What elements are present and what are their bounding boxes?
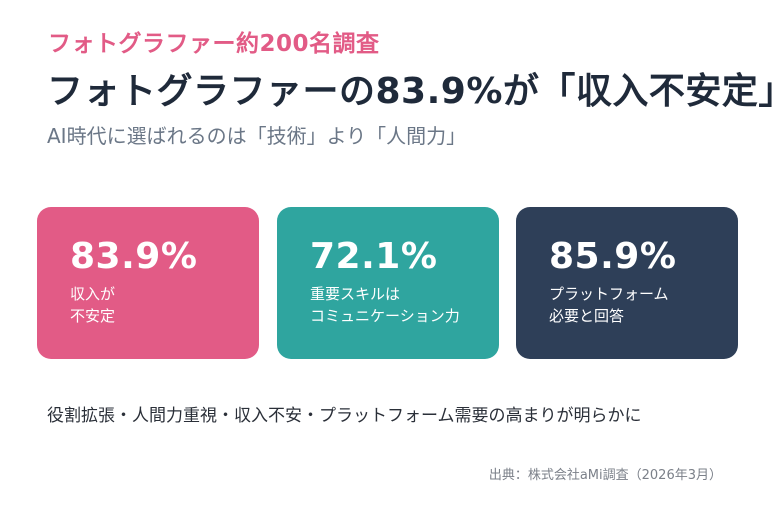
summary-text: 役割拡張・人間力重視・収入不安・プラットフォーム需要の高まりが明らかに bbox=[47, 406, 642, 426]
stat-value: 85.9% bbox=[549, 236, 677, 277]
stat-card-communication: 72.1% 重要スキルは コミュニケーション力 bbox=[277, 207, 499, 359]
stat-card-platform: 85.9% プラットフォーム 必要と回答 bbox=[516, 207, 738, 359]
stat-label: 重要スキルは コミュニケーション力 bbox=[310, 285, 460, 325]
page-title: フォトグラファーの83.9%が「収入不安定」 bbox=[47, 71, 780, 112]
eyebrow-heading: フォトグラファー約200名調査 bbox=[48, 31, 380, 57]
stat-value: 72.1% bbox=[310, 236, 438, 277]
stat-card-income: 83.9% 収入が 不安定 bbox=[37, 207, 259, 359]
stat-value: 83.9% bbox=[70, 236, 198, 277]
stat-label: プラットフォーム 必要と回答 bbox=[549, 285, 669, 325]
stat-label: 収入が 不安定 bbox=[70, 285, 116, 325]
page-subtitle: AI時代に選ばれるのは「技術」より「人間力」 bbox=[47, 124, 467, 148]
source-citation: 出典：株式会社aMi調査（2026年3月） bbox=[488, 468, 722, 483]
